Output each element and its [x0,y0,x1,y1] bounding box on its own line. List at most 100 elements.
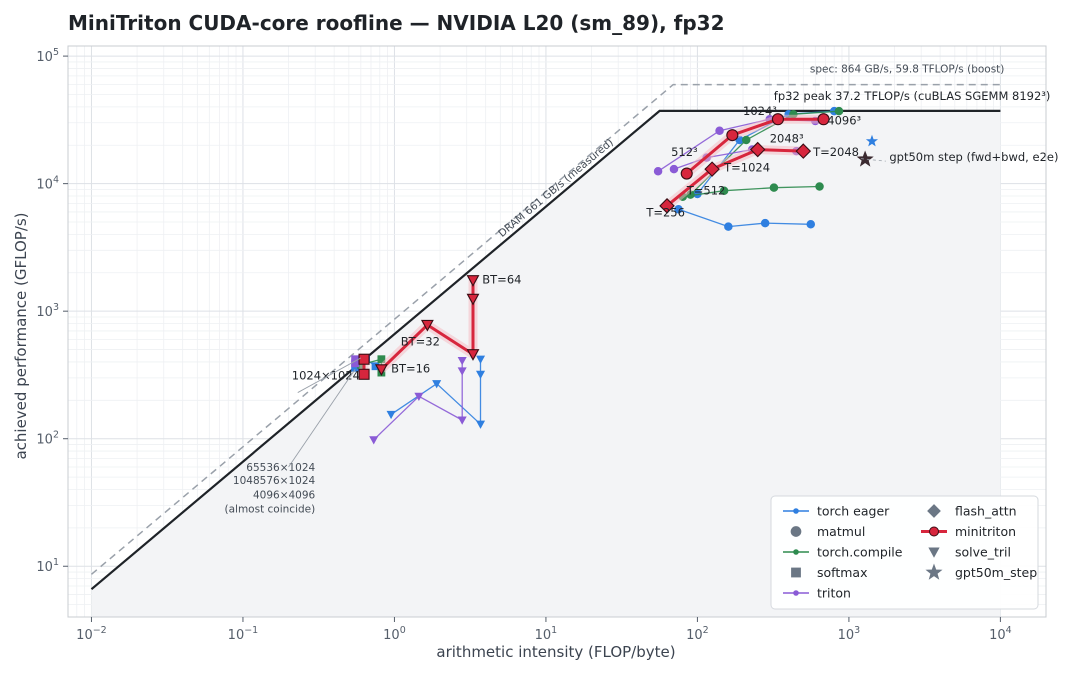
y-tick-label: 103 [36,302,59,320]
data-point-matmul [815,182,824,191]
legend-item: solve_tril [928,545,1011,560]
legend-label: gpt50m_step [955,565,1037,580]
legend-label: flash_attn [955,504,1017,519]
legend-item: minitriton [921,524,1016,539]
data-point-matmul [719,186,729,195]
annotation: (almost coincide) [225,503,316,515]
annotation: gpt50m step (fwd+bwd, e2e) [889,150,1058,164]
y-tick-label: 102 [36,430,59,448]
legend-swatch-dot [793,549,799,555]
minitriton-matmul-marker [817,113,830,126]
minitriton-softmax-marker [358,353,370,365]
x-tick-label: 10−1 [228,625,259,643]
data-point-solve_tril [414,392,424,401]
annotation: BT=16 [391,362,430,376]
legend-label: minitriton [955,524,1016,539]
data-point-matmul [806,220,816,229]
data-point-matmul [724,222,733,231]
annotation: T=1024 [723,160,770,174]
legend-label: solve_tril [955,545,1011,560]
annotation: 512³ [671,145,698,159]
legend-label: softmax [817,565,867,580]
data-point-solve_tril [475,420,486,429]
y-tick-label: 101 [36,557,59,575]
legend-item: flash_attn [927,504,1017,519]
legend-box [770,495,1039,610]
x-tick-label: 104 [989,625,1012,643]
legend-label: matmul [817,524,865,539]
y-axis-label: achieved performance (GFLOP/s) [12,212,30,459]
annotation: 1024×1024 [292,369,360,383]
series-line [682,185,820,198]
series-line [678,208,811,228]
data-point-solve_tril [369,436,379,445]
data-point-solve_tril [457,367,467,376]
legend-label: triton [817,586,851,601]
legend-swatch-marker [790,526,802,537]
data-point-solve_tril [386,410,396,420]
data-point-solve_tril [475,370,486,379]
legend-swatch-dot [793,508,799,514]
leader-line [297,357,362,393]
annotation: T=2048 [812,145,859,159]
plot-frame [67,45,1047,618]
x-tick-label: 103 [838,625,861,643]
minitriton-solve_tril-marker [420,319,434,332]
data-point-matmul [669,164,679,174]
data-point-solve_tril [432,380,442,389]
data-point-matmul [674,204,683,214]
axes: 10−2 10−1 100 101 102 103 104 101 102 103 104 105 [36,45,1047,643]
annotation: T=512 [686,184,726,198]
minitriton-flash_attn-marker [704,161,720,177]
x-tick-label: 10−2 [76,625,107,643]
leader-line [860,158,886,162]
data-point-matmul [715,126,724,135]
data-point-solve_tril [475,355,486,364]
x-tick-label: 101 [535,625,558,643]
annotation: T=256 [645,206,685,220]
y-tick-label: 104 [36,175,59,193]
spec-roofline [90,83,1001,575]
gpt50m-step-marker [856,150,874,167]
x-axis-label: arithmetic intensity (FLOP/byte) [436,643,675,661]
data-point-solve_tril [457,416,467,425]
minitriton-matmul-marker [680,167,693,180]
legend-item: softmax [791,565,867,580]
legend-label: torch eager [817,504,890,519]
data-point-matmul [760,218,770,228]
legend-swatch-marker [791,567,801,578]
data-point-matmul [769,183,779,192]
legend-item: matmul [790,524,865,539]
fp32-peak-label: fp32 peak 37.2 TFLOP/s (cuBLAS SGEMM 819… [774,89,1051,103]
chart-title: MiniTriton CUDA-core roofline — NVIDIA L… [68,11,725,35]
legend-item: triton [783,586,851,601]
y-tick-label: 105 [36,47,59,65]
minitriton-flash_attn-marker [795,143,812,159]
data-point-matmul [741,135,751,145]
annotation: BT=64 [482,272,521,286]
minitriton-solve_tril-marker [466,293,480,306]
measured-roofline [90,109,1001,591]
minitriton-flash_attn-marker [749,141,766,158]
annotation: 4096×4096 [253,489,316,501]
minitriton-solve_tril-marker [466,349,480,361]
minitriton-solve_tril-marker [466,275,480,287]
minitriton-line [685,117,824,175]
minitriton-matmul-marker [726,129,739,142]
data-point-matmul [653,167,663,176]
x-tick-label: 100 [383,625,406,643]
legend-item: gpt50m_step [925,563,1037,580]
legend-item: torch eager [783,504,890,519]
annotation: 65536×1024 [246,462,315,474]
legend-swatch-marker [925,563,943,580]
data-point-matmul [834,106,844,116]
legend-item: torch.compile [783,545,903,560]
spec-roofline-label: spec: 864 GB/s, 59.8 TFLOP/s (boost) [810,64,1005,76]
legend: torch eager matmul torch.compile softmax tri… [770,495,1039,610]
annotation: 1024³ [743,104,777,118]
legend-swatch-marker [929,526,939,537]
annotations-layer: 1024³ 512³ 4096³ 2048³ T=2048 T=1024 T=512T=25… [225,104,1059,515]
x-tick-label: 102 [686,625,709,643]
annotation: 2048³ [770,132,804,146]
